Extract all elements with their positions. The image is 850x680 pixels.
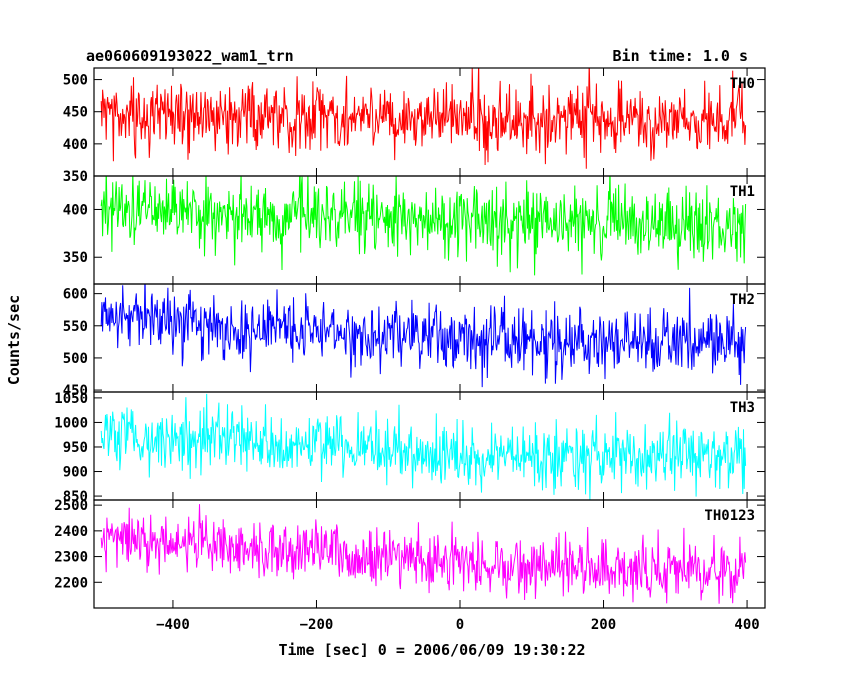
panel-frame: [93, 391, 766, 501]
panel-label: TH0: [730, 76, 755, 92]
y-axis-label: Counts/sec: [5, 295, 23, 385]
panel-label: TH3: [730, 400, 755, 416]
plot-layer: 350 400 450 500 TH0 350 400 TH1 450 500 550 600 TH2 8…: [54, 67, 766, 633]
x-tick-label: −400: [156, 617, 190, 633]
y-tick-label: 950: [63, 440, 88, 456]
y-tick-label: 2200: [54, 575, 88, 591]
y-tick-label: 350: [63, 250, 88, 266]
y-tick-label: 1050: [54, 391, 88, 407]
y-tick-label: 900: [63, 465, 88, 481]
panel-label: TH1: [730, 184, 755, 200]
y-tick-label: 2400: [54, 524, 88, 540]
panel-label: TH2: [730, 292, 755, 308]
y-tick-label: 2500: [54, 498, 88, 514]
panel-th1: 350 400 TH1: [63, 175, 766, 285]
y-tick-label: 350: [63, 169, 88, 185]
y-tick-label: 2300: [54, 550, 88, 566]
series-line-th0: [100, 68, 747, 169]
y-tick-label: 500: [63, 73, 88, 89]
x-tick-label: 200: [591, 617, 616, 633]
y-tick-label: 1000: [54, 415, 88, 431]
observation-id: ae060609193022_wam1_trn: [86, 47, 294, 65]
y-tick-label: 450: [63, 383, 88, 399]
y-tick-label: 450: [63, 105, 88, 121]
series-line-th1: [100, 176, 747, 276]
x-tick-label: 400: [734, 617, 759, 633]
x-tick-label: 0: [456, 617, 464, 633]
panel-th0123: 2200 2300 2400 2500 TH0123: [54, 498, 766, 609]
series-line-th2: [100, 284, 747, 388]
series-line-th0123: [100, 504, 747, 604]
panel-th0: 350 400 450 500 TH0: [63, 67, 766, 185]
y-tick-label: 400: [63, 202, 88, 218]
y-tick-label: 550: [63, 319, 88, 335]
panel-th3: 850 900 950 1000 1050 TH3: [54, 391, 766, 505]
y-tick-label: 500: [63, 351, 88, 367]
panel-frame: [93, 499, 766, 609]
y-tick-label: 600: [63, 287, 88, 303]
panel-th2: 450 500 550 600 TH2: [63, 283, 766, 399]
panel-label: TH0123: [704, 508, 755, 524]
bin-time-label: Bin time: 1.0 s: [613, 47, 748, 65]
x-axis-label: Time [sec] 0 = 2006/06/09 19:30:22: [278, 641, 585, 659]
x-tick-label: −200: [300, 617, 334, 633]
series-line-th3: [100, 393, 747, 500]
y-tick-label: 850: [63, 489, 88, 505]
y-tick-label: 400: [63, 137, 88, 153]
